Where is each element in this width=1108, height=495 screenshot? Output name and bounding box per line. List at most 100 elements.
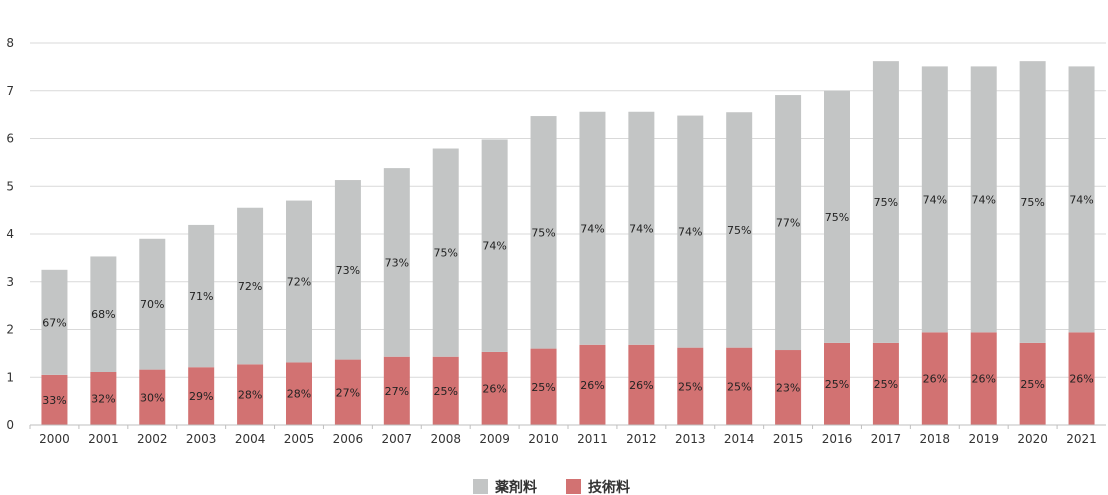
- data-label: 29%: [189, 390, 213, 403]
- x-tick-label: 2020: [1017, 432, 1048, 446]
- data-label: 33%: [42, 394, 66, 407]
- bar-segment-gijutsuryo: [383, 356, 410, 425]
- data-label: 72%: [287, 276, 311, 289]
- y-tick-label: 0: [6, 418, 14, 432]
- bar-segment-gijutsuryo: [286, 362, 312, 425]
- legend-swatch: [473, 479, 488, 494]
- data-label: 70%: [140, 298, 164, 311]
- bar-segment-gijutsuryo: [1019, 342, 1046, 425]
- data-label: 25%: [678, 380, 702, 393]
- legend-label: 技術料: [588, 479, 630, 495]
- bar-segment-gijutsuryo: [1068, 332, 1095, 425]
- x-tick-label: 2005: [284, 432, 315, 446]
- data-label: 75%: [1020, 196, 1044, 209]
- data-label: 77%: [776, 217, 800, 230]
- bar-segment-yakuzairyo: [334, 180, 361, 360]
- data-label: 25%: [825, 378, 849, 391]
- bar-segment-yakuzairyo: [579, 111, 606, 345]
- data-label: 74%: [1069, 193, 1093, 206]
- bar-segment-yakuzairyo: [139, 238, 166, 370]
- data-label: 73%: [336, 264, 360, 277]
- x-tick-label: 2004: [235, 432, 266, 446]
- data-label: 73%: [385, 256, 409, 269]
- y-tick-label: 8: [6, 36, 14, 50]
- y-tick-label: 6: [6, 132, 14, 146]
- data-label: 71%: [189, 290, 213, 303]
- bar-segment-yakuzairyo: [970, 66, 997, 333]
- y-tick-label: 7: [6, 84, 14, 98]
- bar-segment-yakuzairyo: [432, 148, 459, 357]
- data-label: 26%: [972, 373, 996, 386]
- bar-segment-gijutsuryo: [579, 344, 606, 425]
- bar-segment-yakuzairyo: [90, 256, 117, 372]
- bar-segment-gijutsuryo: [775, 350, 802, 425]
- legend-swatch: [566, 479, 581, 494]
- legend-label: 薬剤料: [495, 479, 537, 495]
- y-tick-label: 5: [6, 179, 14, 193]
- y-tick-label: 1: [6, 370, 14, 384]
- bar-segment-yakuzairyo: [628, 111, 655, 345]
- x-tick-label: 2014: [724, 432, 755, 446]
- data-labels: 33% 67% 32% 68% 30% 70% 29% 71% 28% 72% 28% 72% 27% 7…: [42, 193, 1094, 407]
- bar-segment-yakuzairyo: [530, 116, 557, 349]
- bar-segment-gijutsuryo: [139, 369, 166, 425]
- data-label: 27%: [385, 385, 409, 398]
- bar-segment-yakuzairyo: [188, 224, 215, 368]
- bar-segment-yakuzairyo: [383, 168, 410, 357]
- data-label: 74%: [678, 226, 702, 239]
- data-label: 32%: [91, 392, 115, 405]
- x-tick-label: 2009: [479, 432, 510, 446]
- bar-segment-gijutsuryo: [726, 347, 753, 425]
- data-label: 75%: [434, 247, 458, 260]
- bar-segment-yakuzairyo: [286, 200, 312, 363]
- x-tick-label: 2017: [871, 432, 902, 446]
- bar-segment-yakuzairyo: [481, 139, 508, 352]
- bar-segment-yakuzairyo: [921, 66, 948, 333]
- bar-segment-gijutsuryo: [921, 332, 948, 425]
- data-label: 74%: [972, 193, 996, 206]
- x-tick-label: 2012: [626, 432, 657, 446]
- data-label: 26%: [1069, 373, 1093, 386]
- x-tick-label: 2019: [968, 432, 999, 446]
- data-label: 26%: [482, 382, 506, 395]
- bar-segment-yakuzairyo: [41, 269, 68, 375]
- y-tick-label: 4: [6, 227, 14, 241]
- data-label: 75%: [531, 226, 555, 239]
- legend: 薬剤料 技術料: [473, 479, 630, 495]
- x-tick-label: 2006: [333, 432, 364, 446]
- y-tick-label: 3: [6, 275, 14, 289]
- x-tick-label: 2010: [528, 432, 559, 446]
- data-label: 26%: [629, 379, 653, 392]
- bar-segment-gijutsuryo: [237, 364, 264, 425]
- bar-segment-gijutsuryo: [481, 351, 508, 425]
- bar-segment-yakuzairyo: [824, 90, 850, 343]
- data-label: 74%: [629, 222, 653, 235]
- x-tick-label: 2021: [1066, 432, 1097, 446]
- data-label: 75%: [874, 196, 898, 209]
- x-tick-label: 2016: [822, 432, 853, 446]
- data-label: 74%: [482, 240, 506, 253]
- data-label: 75%: [825, 211, 849, 224]
- data-label: 74%: [580, 222, 604, 235]
- data-label: 25%: [727, 380, 751, 393]
- bar-segment-gijutsuryo: [188, 367, 215, 425]
- bar-segment-gijutsuryo: [334, 359, 361, 425]
- x-tick-label: 2003: [186, 432, 217, 446]
- y-tick-label: 2: [6, 323, 14, 337]
- data-label: 25%: [434, 385, 458, 398]
- bar-segment-yakuzairyo: [726, 112, 753, 348]
- bar-segment-yakuzairyo: [237, 207, 264, 365]
- data-label: 30%: [140, 391, 164, 404]
- x-tick-label: 2011: [577, 432, 608, 446]
- data-label: 67%: [42, 316, 66, 329]
- bar-segment-yakuzairyo: [1068, 66, 1095, 333]
- data-label: 74%: [923, 193, 947, 206]
- data-label: 23%: [776, 382, 800, 395]
- data-label: 68%: [91, 308, 115, 321]
- x-tick-label: 2013: [675, 432, 706, 446]
- data-label: 25%: [874, 378, 898, 391]
- data-label: 75%: [727, 224, 751, 237]
- bars: [41, 61, 1095, 425]
- bar-segment-gijutsuryo: [530, 348, 557, 425]
